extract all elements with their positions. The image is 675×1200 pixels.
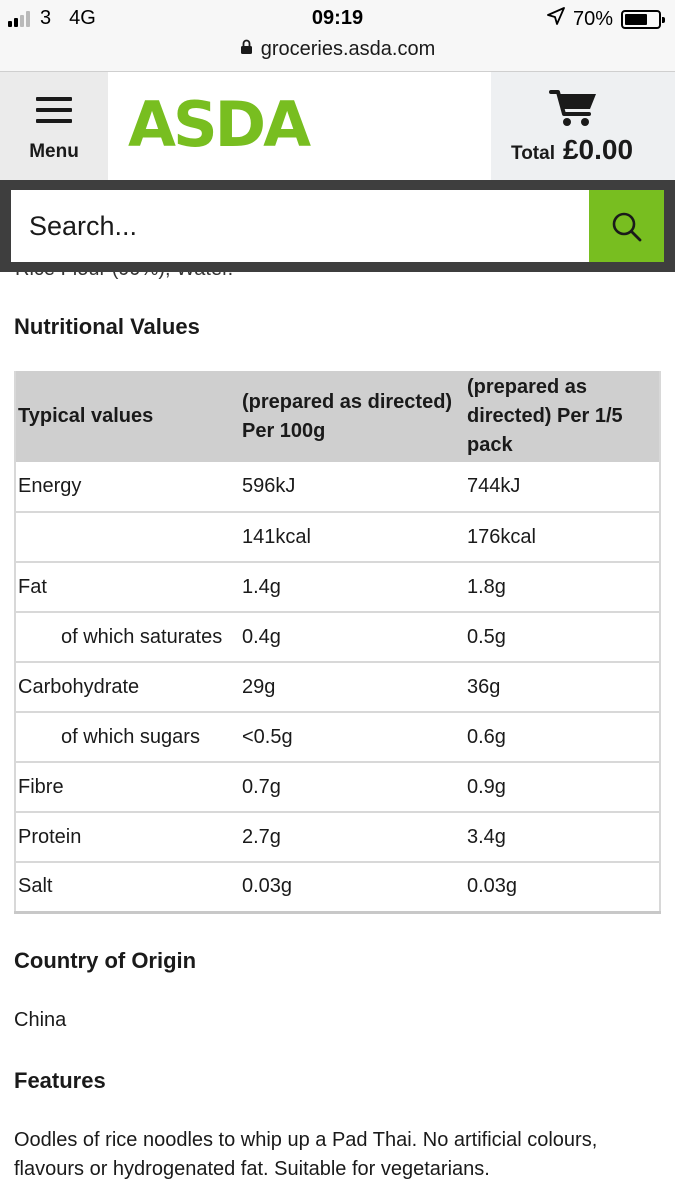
features-text: Oodles of rice noodles to whip up a Pad … bbox=[14, 1129, 598, 1180]
table-row: Fat 1.4g 1.8g bbox=[14, 562, 661, 613]
ingredients-text-partial: Rice Flour (99%), Water. bbox=[0, 272, 675, 280]
search-input[interactable] bbox=[11, 190, 589, 262]
status-bar-right: 70% bbox=[547, 7, 665, 31]
value-per-100g: 0.4g bbox=[240, 612, 465, 663]
value-per-100g: 596kJ bbox=[240, 462, 465, 513]
total-value: £0.00 bbox=[562, 134, 634, 165]
value-per-pack: 176kcal bbox=[465, 512, 661, 563]
url-text: groceries.asda.com bbox=[260, 38, 436, 60]
value-per-100g: 2.7g bbox=[240, 812, 465, 863]
table-row: Energy 596kJ 744kJ bbox=[14, 462, 661, 513]
value-per-pack: 3.4g bbox=[465, 812, 661, 863]
table-row: Protein 2.7g 3.4g bbox=[14, 812, 661, 863]
menu-button[interactable]: Menu bbox=[0, 72, 108, 180]
nutrient-label: of which saturates bbox=[14, 612, 240, 663]
table-row: Fibre 0.7g 0.9g bbox=[14, 762, 661, 813]
nutrient-label: Protein bbox=[14, 812, 240, 863]
value-per-pack: 36g bbox=[465, 662, 661, 713]
value-per-100g: 1.4g bbox=[240, 562, 465, 613]
column-header-per-pack: (prepared as directed) Per 1/5 pack bbox=[465, 371, 661, 462]
total-label: Total bbox=[511, 143, 555, 164]
value-per-pack: 0.5g bbox=[465, 612, 661, 663]
battery-icon bbox=[621, 9, 665, 29]
origin-heading: Country of Origin bbox=[14, 948, 197, 973]
value-per-pack: 744kJ bbox=[465, 462, 661, 513]
carrier-label: 3 bbox=[40, 7, 52, 29]
menu-label: Menu bbox=[29, 141, 79, 162]
search-bar bbox=[0, 180, 675, 272]
value-per-pack: 0.9g bbox=[465, 762, 661, 813]
features-heading: Features bbox=[14, 1068, 106, 1093]
asda-logo[interactable]: ASDA bbox=[128, 88, 311, 161]
nutrient-label: Fat bbox=[14, 562, 240, 613]
nutrient-label: of which sugars bbox=[14, 712, 240, 763]
nutrition-heading: Nutritional Values bbox=[14, 314, 200, 339]
clock: 09:19 bbox=[311, 7, 364, 29]
address-bar[interactable]: groceries.asda.com bbox=[0, 36, 675, 72]
table-row: of which sugars <0.5g 0.6g bbox=[14, 712, 661, 763]
location-arrow-icon bbox=[547, 7, 565, 31]
trolley-button[interactable]: Total £0.00 bbox=[491, 72, 675, 180]
battery-level bbox=[625, 13, 648, 25]
cellular-signal-icon bbox=[8, 10, 30, 27]
nutrient-label: Energy bbox=[14, 462, 240, 513]
value-per-100g: 0.03g bbox=[240, 862, 465, 914]
network-type: 4G bbox=[69, 7, 96, 29]
hamburger-menu-icon bbox=[36, 97, 72, 123]
column-header-typical: Typical values bbox=[14, 371, 240, 462]
status-bar-left: 3 4G bbox=[8, 7, 96, 30]
table-row: of which saturates 0.4g 0.5g bbox=[14, 612, 661, 663]
nutrition-table: Typical values (prepared as directed) Pe… bbox=[14, 371, 661, 914]
value-per-100g: 29g bbox=[240, 662, 465, 713]
nutrient-label: Carbohydrate bbox=[14, 662, 240, 713]
status-bar: 3 4G 09:19 70% bbox=[0, 0, 675, 36]
origin-value: China bbox=[14, 1009, 67, 1031]
value-per-pack: 0.6g bbox=[465, 712, 661, 763]
column-header-per-100g: (prepared as directed) Per 100g bbox=[240, 371, 465, 462]
lock-icon bbox=[240, 38, 253, 61]
value-per-100g: <0.5g bbox=[240, 712, 465, 763]
trolley-icon bbox=[549, 88, 599, 128]
basket-total: Total £0.00 bbox=[511, 134, 633, 166]
table-row: Salt 0.03g 0.03g bbox=[14, 862, 661, 914]
table-row: Carbohydrate 29g 36g bbox=[14, 662, 661, 713]
value-per-100g: 141kcal bbox=[240, 512, 465, 563]
search-button[interactable] bbox=[589, 190, 664, 262]
site-header: Menu ASDA Total £0.00 bbox=[0, 72, 675, 180]
value-per-pack: 0.03g bbox=[465, 862, 661, 914]
nutrient-label: Salt bbox=[14, 862, 240, 914]
nutrition-table-header: Typical values (prepared as directed) Pe… bbox=[14, 371, 661, 462]
nutrient-label bbox=[14, 512, 240, 563]
value-per-100g: 0.7g bbox=[240, 762, 465, 813]
nutrient-label: Fibre bbox=[14, 762, 240, 813]
value-per-pack: 1.8g bbox=[465, 562, 661, 613]
table-row: 141kcal 176kcal bbox=[14, 512, 661, 563]
battery-percent: 70% bbox=[572, 7, 613, 30]
